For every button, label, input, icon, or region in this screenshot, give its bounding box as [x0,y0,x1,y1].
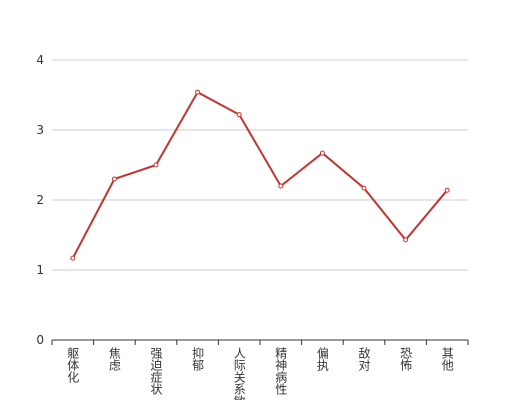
point [361,185,367,191]
point [236,112,242,118]
x-tick-label: 其他 [440,347,454,371]
x-tick-label: 恐怖 [399,347,413,371]
point [195,89,201,95]
y-tick-label: 2 [36,193,44,207]
x-tick-label: 精神病性 [274,347,288,396]
y-tick-label: 4 [36,53,44,67]
point [70,255,76,261]
point [111,176,117,182]
point [319,150,325,156]
point [403,237,409,243]
x-tick-label: 躯体化 [66,346,80,384]
y-tick-label: 0 [36,333,44,347]
y-tick-label: 1 [36,263,44,277]
line [71,90,448,259]
x-tick-label: 强迫症状 [149,347,163,395]
x-tick-label: 抑郁 [191,346,205,372]
x-tick-label: 人际关系敏感 [232,347,246,400]
y-tick-label: 3 [36,123,44,137]
x-tick-label: 敌对 [357,346,371,371]
x-tick-label: 偏执 [315,346,329,372]
point [153,162,159,168]
point [444,187,450,193]
x-tick-label: 焦虑 [107,347,121,371]
point [278,183,284,189]
